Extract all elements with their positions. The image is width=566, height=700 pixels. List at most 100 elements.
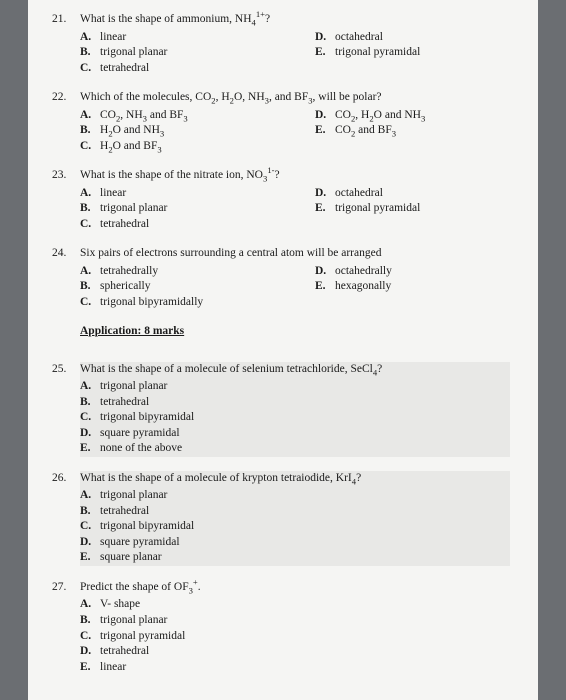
option-letter: A.	[80, 264, 100, 280]
option-text: trigonal bipyramidally	[100, 295, 203, 311]
option-letter: C.	[80, 217, 100, 233]
option-text: CO2, NH3 and BF3	[100, 108, 188, 124]
option-letter: E.	[315, 123, 335, 139]
option[interactable]: A.CO2, NH3 and BF3	[80, 108, 315, 124]
option[interactable]: A.trigonal planar	[80, 488, 510, 504]
option[interactable]: B.spherically	[80, 279, 315, 295]
exam-page: 21.What is the shape of ammonium, NH41+?…	[28, 0, 538, 700]
option-text: trigonal planar	[100, 613, 167, 629]
option-letter: A.	[80, 488, 100, 504]
options-col-left: A.linearB.trigonal planarC.tetrahedral	[80, 30, 315, 77]
option[interactable]: C.trigonal pyramidal	[80, 629, 510, 645]
options-row: A.CO2, NH3 and BF3B.H2O and NH3C.H2O and…	[80, 108, 510, 155]
option-letter: E.	[315, 279, 335, 295]
options-col-left: A.CO2, NH3 and BF3B.H2O and NH3C.H2O and…	[80, 108, 315, 155]
option-text: trigonal planar	[100, 379, 167, 395]
option[interactable]: C.tetrahedral	[80, 217, 315, 233]
option[interactable]: A.tetrahedrally	[80, 264, 315, 280]
question: 26.What is the shape of a molecule of kr…	[80, 471, 510, 566]
option-text: square pyramidal	[100, 535, 180, 551]
question-number: 23.	[52, 168, 66, 184]
option[interactable]: E.square planar	[80, 550, 510, 566]
option-letter: C.	[80, 519, 100, 535]
option[interactable]: D.square pyramidal	[80, 535, 510, 551]
option[interactable]: E.linear	[80, 660, 510, 676]
option[interactable]: E.trigonal pyramidal	[315, 201, 420, 217]
question-number: 21.	[52, 12, 66, 28]
question: 23.What is the shape of the nitrate ion,…	[80, 168, 510, 232]
option-letter: E.	[315, 45, 335, 61]
section-heading: Application: 8 marks	[80, 324, 510, 340]
option-text: octahedrally	[335, 264, 392, 280]
question-number: 27.	[52, 580, 66, 596]
question: 27.Predict the shape of OF3+.A.V- shapeB…	[80, 580, 510, 675]
option[interactable]: E.trigonal pyramidal	[315, 45, 420, 61]
option-text: trigonal bipyramidal	[100, 410, 194, 426]
option[interactable]: D.octahedral	[315, 186, 420, 202]
option-letter: B.	[80, 504, 100, 520]
option-text: tetrahedral	[100, 504, 149, 520]
option[interactable]: D.CO2, H2O and NH3	[315, 108, 425, 124]
option-text: trigonal pyramidal	[335, 45, 420, 61]
question-stem: What is the shape of the nitrate ion, NO…	[80, 168, 510, 184]
option-text: tetrahedral	[100, 217, 149, 233]
option-text: linear	[100, 186, 126, 202]
option-text: trigonal pyramidal	[335, 201, 420, 217]
option-letter: A.	[80, 30, 100, 46]
options-col-right: D.octahedralE.trigonal pyramidal	[315, 30, 420, 77]
option-text: trigonal planar	[100, 45, 167, 61]
options-col-right: D.octahedralE.trigonal pyramidal	[315, 186, 420, 233]
option[interactable]: E.none of the above	[80, 441, 510, 457]
option-text: trigonal pyramidal	[100, 629, 185, 645]
option[interactable]: B.trigonal planar	[80, 201, 315, 217]
option-text: tetrahedrally	[100, 264, 158, 280]
option[interactable]: E.CO2 and BF3	[315, 123, 425, 139]
option-letter: E.	[315, 201, 335, 217]
option[interactable]: D.octahedrally	[315, 264, 392, 280]
options-col-left: A.tetrahedrallyB.sphericallyC.trigonal b…	[80, 264, 315, 311]
option[interactable]: C.tetrahedral	[80, 61, 315, 77]
option-letter: E.	[80, 660, 100, 676]
option[interactable]: A.linear	[80, 30, 315, 46]
option[interactable]: D.octahedral	[315, 30, 420, 46]
option-letter: D.	[80, 426, 100, 442]
option[interactable]: D.square pyramidal	[80, 426, 510, 442]
question-stem: Which of the molecules, CO2, H2O, NH3, a…	[80, 90, 510, 106]
option-letter: C.	[80, 629, 100, 645]
option[interactable]: A.V- shape	[80, 597, 510, 613]
option[interactable]: E.hexagonally	[315, 279, 392, 295]
option-letter: C.	[80, 61, 100, 77]
option[interactable]: C.trigonal bipyramidal	[80, 519, 510, 535]
option[interactable]: B.trigonal planar	[80, 45, 315, 61]
option-letter: B.	[80, 45, 100, 61]
option-text: hexagonally	[335, 279, 391, 295]
options-col-left: A.linearB.trigonal planarC.tetrahedral	[80, 186, 315, 233]
question-number: 25.	[52, 362, 66, 378]
question: 22.Which of the molecules, CO2, H2O, NH3…	[80, 90, 510, 154]
option-letter: D.	[315, 108, 335, 124]
option[interactable]: B.trigonal planar	[80, 613, 510, 629]
option-text: none of the above	[100, 441, 182, 457]
question: 21.What is the shape of ammonium, NH41+?…	[80, 12, 510, 76]
option-text: tetrahedral	[100, 395, 149, 411]
option-letter: D.	[80, 644, 100, 660]
option-text: spherically	[100, 279, 150, 295]
option-letter: A.	[80, 108, 100, 124]
options-row: A.linearB.trigonal planarC.tetrahedralD.…	[80, 186, 510, 233]
question-stem: What is the shape of a molecule of krypt…	[80, 471, 510, 487]
option[interactable]: A.trigonal planar	[80, 379, 510, 395]
option[interactable]: B.tetrahedral	[80, 395, 510, 411]
option[interactable]: B.H2O and NH3	[80, 123, 315, 139]
option-letter: C.	[80, 295, 100, 311]
option-text: trigonal planar	[100, 201, 167, 217]
option-text: square pyramidal	[100, 426, 180, 442]
option[interactable]: D.tetrahedral	[80, 644, 510, 660]
option[interactable]: C.trigonal bipyramidally	[80, 295, 315, 311]
option-text: CO2, H2O and NH3	[335, 108, 425, 124]
option[interactable]: C.H2O and BF3	[80, 139, 315, 155]
option[interactable]: A.linear	[80, 186, 315, 202]
option[interactable]: C.trigonal bipyramidal	[80, 410, 510, 426]
option[interactable]: B.tetrahedral	[80, 504, 510, 520]
option-text: CO2 and BF3	[335, 123, 396, 139]
options-row: A.linearB.trigonal planarC.tetrahedralD.…	[80, 30, 510, 77]
